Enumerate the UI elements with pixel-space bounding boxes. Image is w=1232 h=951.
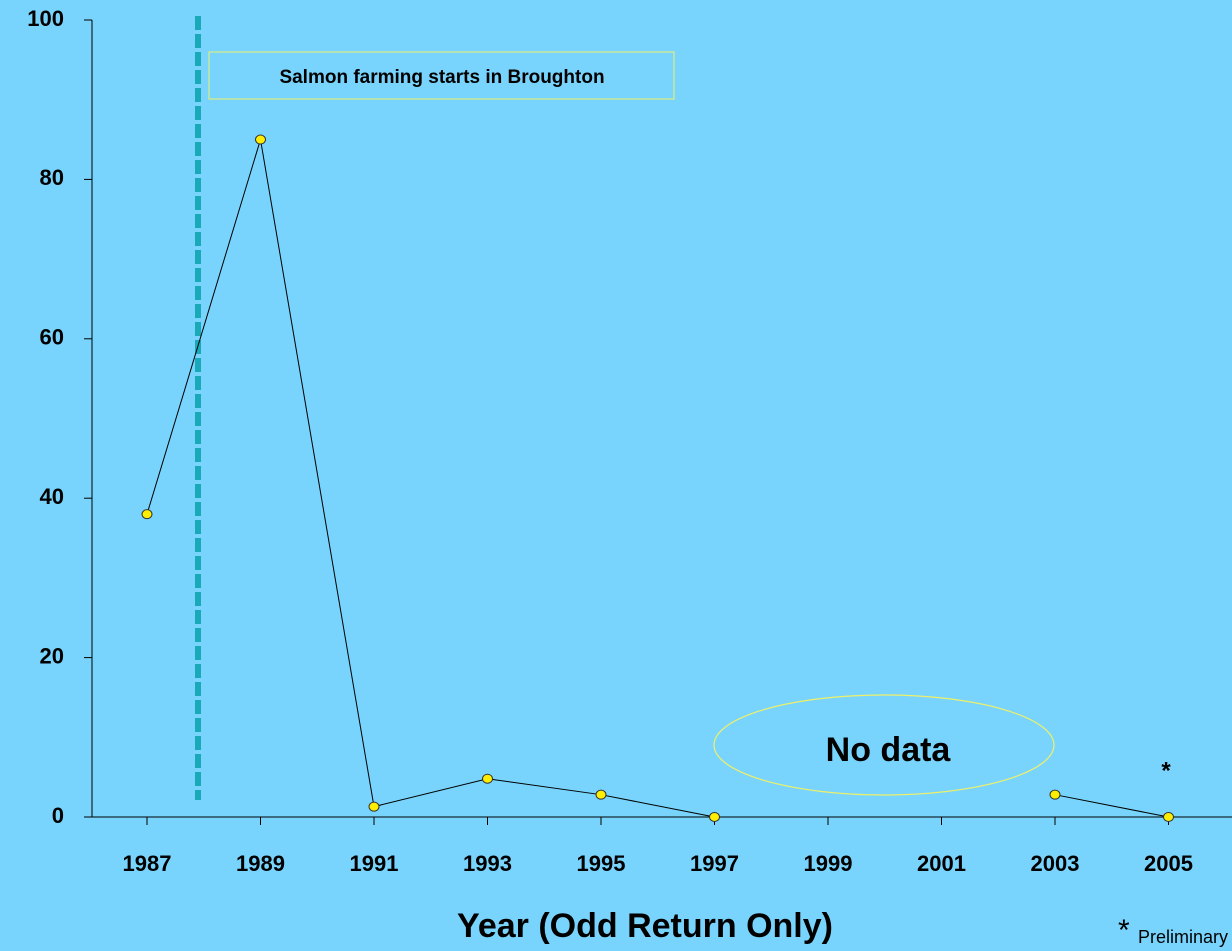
x-tick-label: 1989 [236, 851, 285, 876]
data-point [141, 509, 153, 520]
y-tick-label: 20 [40, 643, 64, 668]
annotation: No data [826, 731, 952, 769]
x-tick-label: 2003 [1031, 851, 1080, 876]
y-tick-label: 40 [40, 484, 64, 509]
x-tick-label: 2005 [1144, 851, 1193, 876]
x-tick-label: 2001 [917, 851, 966, 876]
x-tick-label: 1999 [804, 851, 853, 876]
y-tick-label: 80 [40, 165, 64, 190]
x-axis-label: Year (Odd Return Only) [457, 907, 833, 945]
annotation: Salmon farming starts in Broughton [279, 67, 604, 88]
data-point [595, 789, 607, 800]
x-tick-label: 1997 [690, 851, 739, 876]
data-point [709, 812, 720, 822]
y-tick-label: 60 [40, 325, 64, 350]
footnote: Preliminary [1138, 927, 1228, 947]
x-tick-label: 1995 [577, 851, 626, 876]
data-point [1049, 789, 1061, 800]
y-tick-label: 0 [52, 803, 64, 828]
series-line [1054, 794, 1169, 818]
data-point [368, 801, 380, 812]
series-line [146, 139, 715, 818]
x-tick-label: 1987 [123, 851, 172, 876]
footnote-mark: * [1118, 914, 1130, 947]
data-point [255, 134, 266, 145]
data-point [1163, 812, 1174, 822]
annotation-ellipse [713, 694, 1055, 796]
x-tick-label: 1993 [463, 851, 512, 876]
data-point [482, 773, 493, 784]
annotation: * [1161, 757, 1171, 784]
x-tick-label: 1991 [350, 851, 399, 876]
annotation-box [208, 51, 675, 100]
y-tick-label: 100 [27, 6, 64, 31]
